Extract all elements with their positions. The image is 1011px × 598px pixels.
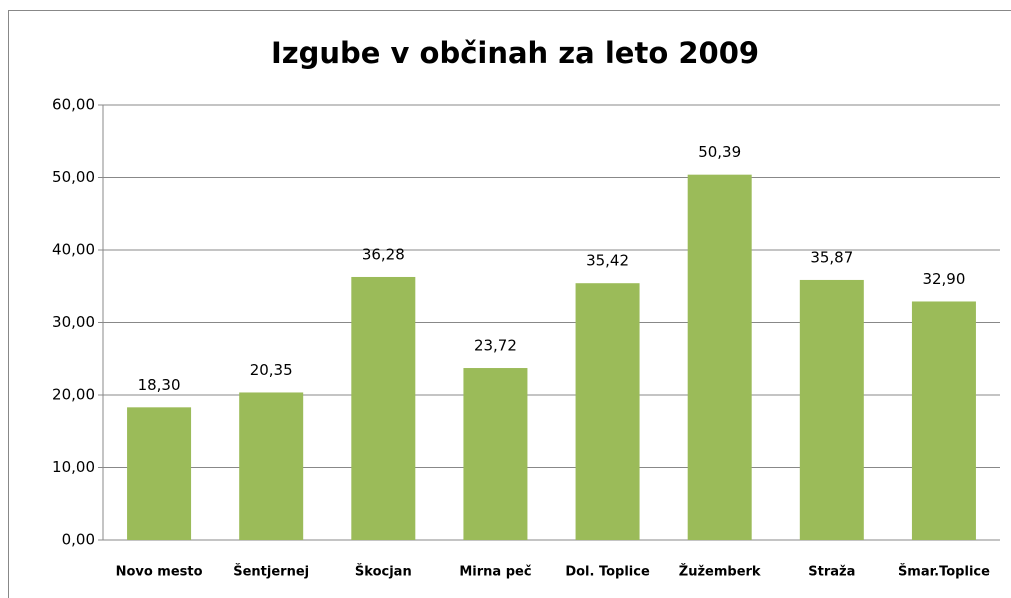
bar [687, 174, 752, 541]
data-label: 20,35 [250, 361, 293, 379]
data-label: 35,87 [810, 248, 853, 266]
data-label: 35,42 [586, 252, 629, 270]
x-tick-label: Šmar.Toplice [898, 564, 990, 580]
y-tick-label: 10,00 [52, 458, 95, 476]
data-label: 32,90 [922, 270, 965, 288]
bar [239, 392, 304, 540]
y-tick-label: 40,00 [52, 241, 95, 259]
x-tick-label: Škocjan [355, 564, 412, 580]
x-tick-label: Žužemberk [679, 564, 761, 580]
bar [127, 407, 192, 540]
y-tick-label: 0,00 [62, 531, 95, 549]
bar [911, 301, 976, 540]
chart-title: Izgube v občinah za leto 2009 [271, 36, 759, 70]
bar [799, 279, 864, 540]
x-tick-label: Dol. Toplice [565, 565, 650, 580]
x-tick-label: Novo mesto [116, 565, 203, 580]
y-tick-label: 30,00 [52, 313, 95, 331]
y-tick-label: 20,00 [52, 386, 95, 404]
bar [575, 283, 640, 540]
data-label: 18,30 [138, 376, 181, 394]
bar [351, 276, 416, 540]
bar [463, 368, 528, 540]
x-tick-label: Straža [808, 565, 855, 580]
data-label: 36,28 [362, 245, 405, 263]
x-tick-label: Šentjernej [233, 564, 309, 580]
data-label: 23,72 [474, 337, 517, 355]
y-tick-label: 60,00 [52, 96, 95, 114]
data-label: 50,39 [698, 143, 741, 161]
y-tick-label: 50,00 [52, 168, 95, 186]
x-tick-label: Mirna peč [459, 565, 531, 580]
